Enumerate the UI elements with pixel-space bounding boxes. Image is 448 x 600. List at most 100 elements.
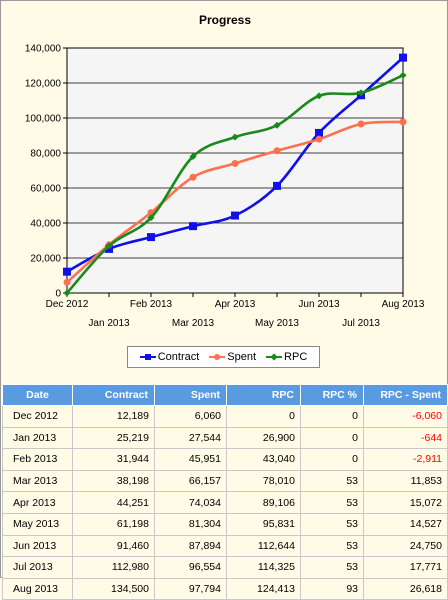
x-tick-label: Jan 2013: [88, 318, 130, 329]
rpc-point: [399, 71, 407, 79]
column-header: Spent: [154, 384, 227, 406]
cell-date: Dec 2012: [2, 405, 73, 428]
rpc-point: [105, 242, 113, 250]
legend-item-rpc: RPC: [266, 351, 307, 363]
x-tick-label: Mar 2013: [172, 318, 215, 329]
cell-diff: -644: [363, 426, 448, 450]
cell-contract: 25,219: [72, 426, 155, 450]
progress-chart: Progress 0 20,000 40,000 60,000 80,000 100,000…: [25, 13, 425, 329]
table-row: Apr 2013 44,251 74,034 89,106 53 15,072: [2, 491, 448, 514]
rpc-point: [231, 133, 239, 141]
cell-rpc-pct: 53: [300, 512, 364, 536]
cell-diff: 26,618: [363, 577, 448, 600]
cell-diff: 17,771: [363, 556, 448, 579]
column-header: Contract: [72, 384, 155, 406]
x-tick-label: Apr 2013: [215, 299, 256, 310]
cell-contract: 91,460: [72, 534, 155, 558]
cell-rpc-pct: 53: [300, 556, 364, 579]
contract-point: [231, 211, 239, 220]
y-tick-label: 120,000: [25, 79, 62, 90]
rpc-point: [189, 152, 197, 160]
cell-rpc-pct: 0: [300, 426, 364, 450]
cell-spent: 45,951: [154, 448, 227, 471]
rpc-legend-swatch: [266, 352, 283, 362]
spent-point: [357, 120, 365, 128]
contract-point: [315, 128, 323, 137]
chart-title: Progress: [199, 13, 251, 27]
contract-point: [147, 233, 155, 242]
x-tick-label: Jul 2013: [342, 318, 380, 329]
table-row: Aug 2013 134,500 97,794 124,413 93 26,618: [2, 577, 448, 600]
spent-point: [63, 278, 71, 286]
spent-point: [315, 135, 323, 143]
cell-spent: 81,304: [154, 512, 227, 536]
cell-rpc-pct: 53: [300, 534, 364, 558]
table-row: Jan 2013 25,219 27,544 26,900 0 -644: [2, 426, 448, 450]
legend-label: RPC: [284, 351, 308, 363]
cell-date: May 2013: [2, 512, 73, 536]
cell-rpc: 124,413: [226, 577, 301, 600]
cell-diff: -2,911: [363, 448, 448, 471]
cell-date: Feb 2013: [2, 448, 73, 471]
contract-legend-swatch: [139, 352, 156, 362]
cell-contract: 134,500: [72, 577, 155, 600]
cell-rpc-pct: 53: [300, 491, 364, 514]
table-row: Mar 2013 38,198 66,157 78,010 53 11,853: [2, 469, 448, 493]
x-tick-label: May 2013: [255, 318, 299, 329]
cell-diff: 11,853: [363, 469, 448, 493]
cell-date: Jan 2013: [2, 426, 73, 450]
y-tick-label: 100,000: [25, 114, 62, 125]
contract-point: [189, 222, 197, 231]
spent-point: [273, 147, 281, 155]
table-row: Jul 2013 112,980 96,554 114,325 53 17,771: [2, 556, 448, 579]
column-header: RPC - Spent: [363, 384, 448, 406]
cell-rpc: 114,325: [226, 556, 301, 579]
plot-area: [66, 47, 404, 294]
legend-item-spent: Spent: [209, 351, 256, 363]
cell-rpc: 112,644: [226, 534, 301, 558]
spent-point: [231, 159, 239, 167]
contract-point: [273, 181, 281, 190]
y-tick-label: 0: [55, 289, 61, 300]
cell-contract: 61,198: [72, 512, 155, 536]
cell-contract: 31,944: [72, 448, 155, 471]
cell-rpc-pct: 0: [300, 405, 364, 428]
rpc-point: [315, 92, 323, 100]
column-header: Date: [2, 384, 73, 406]
y-tick-label: 80,000: [30, 149, 61, 160]
contract-point: [399, 53, 407, 62]
cell-diff: -6,060: [363, 405, 448, 428]
cell-spent: 6,060: [154, 405, 227, 428]
cell-spent: 66,157: [154, 469, 227, 493]
legend-label: Contract: [157, 351, 200, 363]
rpc-point: [63, 289, 71, 297]
cell-date: Mar 2013: [2, 469, 73, 493]
cell-spent: 27,544: [154, 426, 227, 450]
x-tick-label: Jun 2013: [298, 299, 340, 310]
cell-diff: 14,527: [363, 512, 448, 536]
cell-rpc: 43,040: [226, 448, 301, 471]
column-header: RPC %: [300, 384, 364, 406]
legend-item-contract: Contract: [139, 351, 200, 363]
spent-point: [189, 173, 197, 181]
chart-legend: Contract Spent RPC: [127, 346, 320, 368]
y-tick-label: 60,000: [30, 184, 61, 195]
rpc-point: [273, 121, 281, 129]
column-header: RPC: [226, 384, 301, 406]
cell-spent: 96,554: [154, 556, 227, 579]
y-tick-label: 40,000: [30, 219, 61, 230]
cell-rpc-pct: 53: [300, 469, 364, 493]
x-tick-label: Aug 2013: [382, 299, 425, 310]
cell-date: Aug 2013: [2, 577, 73, 600]
cell-contract: 112,980: [72, 556, 155, 579]
table-row: Dec 2012 12,189 6,060 0 0 -6,060: [2, 405, 448, 428]
legend-label: Spent: [227, 351, 257, 363]
contract-point: [63, 267, 71, 276]
cell-contract: 12,189: [72, 405, 155, 428]
rpc-point: [147, 214, 155, 222]
cell-date: Jul 2013: [2, 556, 73, 579]
y-tick-label: 20,000: [30, 254, 61, 265]
cell-spent: 87,894: [154, 534, 227, 558]
cell-spent: 74,034: [154, 491, 227, 514]
cell-rpc: 0: [226, 405, 301, 428]
